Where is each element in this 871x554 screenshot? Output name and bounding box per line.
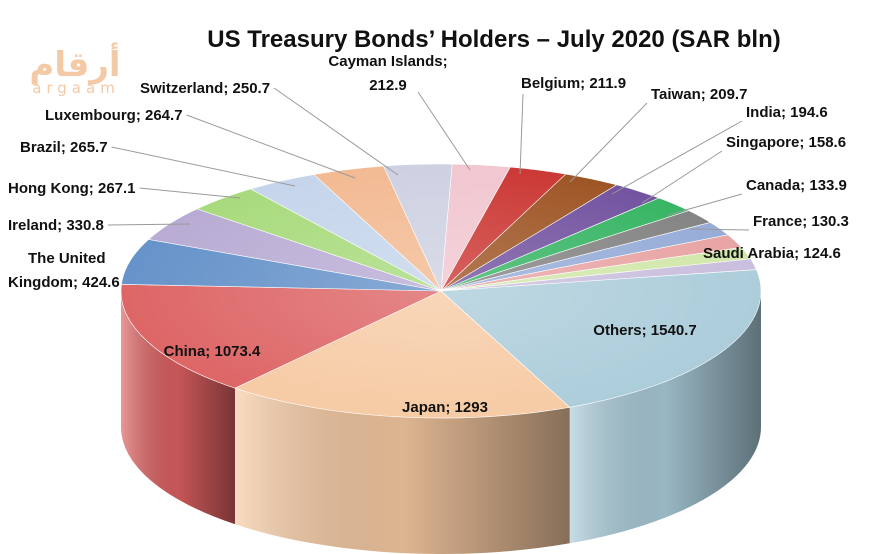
leader-brazil bbox=[111, 146, 296, 187]
pie-side-shade-2 bbox=[121, 291, 235, 525]
label-brazil: Brazil; 265.7 bbox=[20, 139, 108, 156]
label-the-united-kingdom-line1: The United bbox=[28, 250, 106, 267]
label-hong-kong: Hong Kong; 267.1 bbox=[8, 180, 136, 197]
label-the-united-kingdom-line2: Kingdom; 424.6 bbox=[8, 274, 120, 291]
pie-side-shade-1 bbox=[234, 388, 570, 554]
label-taiwan: Taiwan; 209.7 bbox=[651, 86, 747, 103]
label-singapore: Singapore; 158.6 bbox=[726, 134, 846, 151]
pie-sides bbox=[121, 291, 761, 554]
leader-belgium bbox=[519, 93, 524, 175]
pie-side-shade-0 bbox=[569, 291, 761, 544]
leader-luxembourg bbox=[186, 114, 356, 179]
leader-cayman-islands bbox=[417, 91, 471, 171]
leader-hong-kong bbox=[139, 187, 241, 199]
pie-top-highlight bbox=[121, 164, 761, 418]
label-france: France; 130.3 bbox=[753, 213, 849, 230]
leader-canada bbox=[667, 193, 743, 216]
label-switzerland: Switzerland; 250.7 bbox=[140, 80, 270, 97]
label-japan: Japan; 1293 bbox=[402, 399, 488, 416]
label-saudi-arabia: Saudi Arabia; 124.6 bbox=[703, 245, 841, 262]
label-luxembourg: Luxembourg; 264.7 bbox=[45, 107, 183, 124]
label-canada: Canada; 133.9 bbox=[746, 177, 847, 194]
label-others: Others; 1540.7 bbox=[593, 322, 696, 339]
label-cayman-islands-line1: Cayman Islands; bbox=[328, 53, 447, 70]
leader-india bbox=[611, 120, 743, 195]
leader-lines bbox=[107, 87, 750, 231]
leader-france bbox=[689, 228, 750, 231]
label-india: India; 194.6 bbox=[746, 104, 828, 121]
pie-slices bbox=[120, 163, 762, 419]
label-ireland: Ireland; 330.8 bbox=[8, 217, 104, 234]
leader-singapore bbox=[641, 150, 723, 204]
leader-switzerland bbox=[273, 87, 399, 176]
leader-ireland bbox=[107, 223, 191, 226]
leader-taiwan bbox=[569, 102, 648, 183]
label-belgium: Belgium; 211.9 bbox=[521, 75, 626, 92]
label-cayman-islands-line2: 212.9 bbox=[369, 77, 407, 94]
label-china: China; 1073.4 bbox=[164, 343, 261, 360]
slice-labels: Others; 1540.7 Japan; 1293 China; 1073.4 Th… bbox=[8, 53, 849, 416]
